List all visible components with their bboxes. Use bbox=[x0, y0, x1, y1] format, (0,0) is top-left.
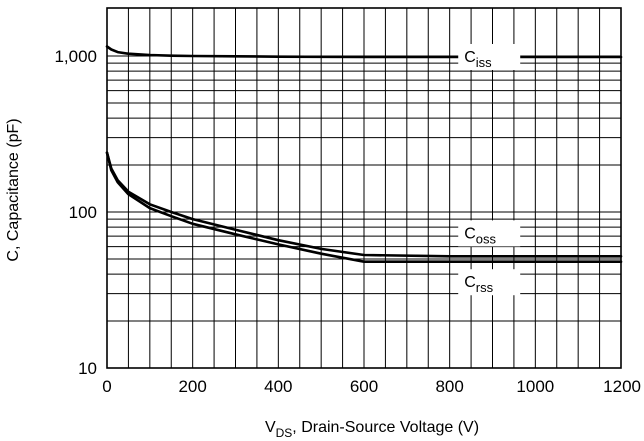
x-axis-title-sub: DS bbox=[276, 426, 293, 440]
x-axis-title-rest: , Drain-Source Voltage (V) bbox=[292, 419, 479, 436]
x-tick-label: 1200 bbox=[603, 377, 641, 396]
series-line-oss bbox=[105, 151, 623, 258]
x-tick-label: 1000 bbox=[516, 377, 554, 396]
series-label-bg bbox=[458, 269, 521, 296]
x-tick-label: 0 bbox=[102, 377, 111, 396]
series-label-rss: Crss bbox=[464, 274, 493, 295]
series-label-bg bbox=[458, 44, 521, 70]
x-axis-title: VDS, Drain-Source Voltage (V) bbox=[265, 419, 479, 440]
x-axis-title-main: V bbox=[265, 419, 276, 436]
series-curves bbox=[105, 45, 623, 263]
x-tick-label: 800 bbox=[435, 377, 463, 396]
y-tick-labels: 10 100 1,000 bbox=[54, 47, 97, 378]
series-label-sub: oss bbox=[476, 231, 497, 246]
x-tick-label: 200 bbox=[178, 377, 206, 396]
series-label-main: C bbox=[464, 225, 476, 242]
x-tick-label: 400 bbox=[264, 377, 292, 396]
series-label-main: C bbox=[464, 274, 476, 291]
y-axis-title: C, Capacitance (pF) bbox=[5, 118, 22, 261]
grid-lines bbox=[107, 8, 621, 368]
series-label-bg bbox=[458, 220, 521, 247]
x-tick-labels: 0 200 400 600 800 1000 1200 bbox=[102, 377, 641, 396]
y-tick-label: 10 bbox=[78, 359, 97, 378]
series-label-sub: rss bbox=[476, 280, 494, 295]
series-line-rss bbox=[105, 151, 623, 263]
x-tick-label: 600 bbox=[350, 377, 378, 396]
series-label-sub: iss bbox=[476, 55, 492, 70]
series-label-main: C bbox=[464, 49, 476, 66]
y-tick-label: 1,000 bbox=[54, 47, 97, 66]
series-label-oss: Coss bbox=[464, 225, 496, 246]
series-line-iss bbox=[105, 45, 623, 59]
plot-frame bbox=[106, 7, 622, 369]
y-tick-label: 100 bbox=[69, 203, 97, 222]
series-label-iss: Ciss bbox=[464, 49, 492, 70]
